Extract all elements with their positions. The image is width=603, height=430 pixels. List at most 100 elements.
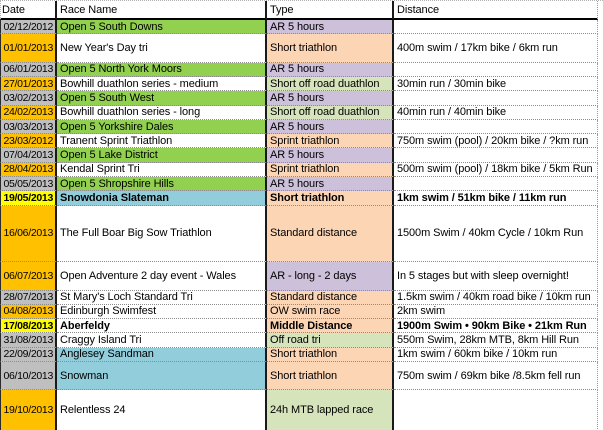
type-cell[interactable]: Short triathlon: [267, 362, 394, 391]
type-cell[interactable]: Sprint triathlon: [267, 162, 394, 178]
date-cell[interactable]: 17/08/2013: [0, 319, 57, 334]
race-name-cell[interactable]: Open 5 Yorkshire Dales: [57, 119, 267, 135]
column-header-date[interactable]: Date: [0, 1, 57, 20]
date-cell[interactable]: 24/02/2013: [0, 105, 57, 120]
race-name-cell[interactable]: Open 5 Shropshire Hills: [57, 177, 267, 192]
table-row: 06/07/2013 Open Adventure 2 day event - W…: [0, 262, 598, 291]
table-row: 19/05/2013 Snowdonia Slateman Short triath…: [0, 191, 598, 206]
distance-cell[interactable]: 500m swim (pool) / 18km bike / 5km Run: [394, 162, 598, 178]
type-cell[interactable]: Middle Distance: [267, 319, 394, 334]
distance-cell[interactable]: [394, 62, 598, 77]
distance-cell[interactable]: 550m Swim, 28km MTB, 8km Hill Run: [394, 333, 598, 348]
table-row: 17/08/2013 Aberfeldy Middle Distance 1900m …: [0, 319, 598, 334]
race-name-cell[interactable]: Open 5 South Downs: [57, 20, 267, 35]
race-name-cell[interactable]: St Mary's Loch Standard Tri: [57, 290, 267, 305]
type-cell[interactable]: Short triathlon: [267, 347, 394, 363]
column-header-type[interactable]: Type: [267, 1, 394, 20]
type-cell[interactable]: AR 5 hours: [267, 177, 394, 192]
race-name-cell[interactable]: Edinburgh Swimfest: [57, 304, 267, 320]
type-cell[interactable]: AR 5 hours: [267, 91, 394, 106]
date-cell[interactable]: 03/03/2013: [0, 119, 57, 135]
type-cell[interactable]: AR 5 hours: [267, 148, 394, 163]
type-cell[interactable]: Short triathlon: [267, 191, 394, 206]
distance-cell[interactable]: 1500m Swim / 40km Cycle / 10km Run: [394, 205, 598, 263]
date-cell[interactable]: 06/10/2013: [0, 362, 57, 391]
race-name-cell[interactable]: Bowhill duathlon series - long: [57, 105, 267, 120]
type-cell[interactable]: AR 5 hours: [267, 62, 394, 77]
table-body: 02/12/2012 Open 5 South Downs AR 5 hours 01…: [0, 20, 603, 430]
type-cell[interactable]: Standard distance: [267, 205, 394, 263]
distance-cell[interactable]: 750m swim / 69km bike /8.5km fell run: [394, 362, 598, 391]
type-cell[interactable]: AR - long - 2 days: [267, 262, 394, 291]
date-cell[interactable]: 19/10/2013: [0, 390, 57, 430]
date-cell[interactable]: 22/09/2013: [0, 347, 57, 363]
table-row: 02/12/2012 Open 5 South Downs AR 5 hours: [0, 20, 598, 35]
date-cell[interactable]: 28/07/2013: [0, 290, 57, 305]
race-name-cell[interactable]: Kendal Sprint Tri: [57, 162, 267, 178]
race-name-cell[interactable]: Bowhill duathlon series - medium: [57, 76, 267, 92]
date-cell[interactable]: 27/01/2013: [0, 76, 57, 92]
table-row: 19/10/2013 Relentless 24 24h MTB lapped ra…: [0, 390, 598, 430]
race-name-cell[interactable]: Open 5 North York Moors: [57, 62, 267, 77]
table-row: 28/07/2013 St Mary's Loch Standard Tri Sta…: [0, 290, 598, 305]
distance-cell[interactable]: 1km swim / 60km bike / 10km run: [394, 347, 598, 363]
distance-cell[interactable]: 2km swim: [394, 304, 598, 320]
table-row: 01/01/2013 New Year's Day tri Short triath…: [0, 34, 598, 63]
distance-cell[interactable]: 40min run / 40min bike: [394, 105, 598, 120]
race-name-cell[interactable]: Open 5 South West: [57, 91, 267, 106]
distance-cell[interactable]: [394, 91, 598, 106]
race-name-cell[interactable]: Open Adventure 2 day event - Wales: [57, 262, 267, 291]
race-name-cell[interactable]: Tranent Sprint Triathlon: [57, 134, 267, 149]
date-cell[interactable]: 01/01/2013: [0, 34, 57, 63]
race-name-cell[interactable]: Anglesey Sandman: [57, 347, 267, 363]
type-cell[interactable]: 24h MTB lapped race: [267, 390, 394, 430]
race-name-cell[interactable]: New Year's Day tri: [57, 34, 267, 63]
date-cell[interactable]: 07/04/2013: [0, 148, 57, 163]
date-cell[interactable]: 19/05/2013: [0, 191, 57, 206]
distance-cell[interactable]: [394, 148, 598, 163]
type-cell[interactable]: Standard distance: [267, 290, 394, 305]
date-cell[interactable]: 06/07/2013: [0, 262, 57, 291]
distance-cell[interactable]: 750m swim (pool) / 20km bike / ?km run: [394, 134, 598, 149]
date-cell[interactable]: 04/08/2013: [0, 304, 57, 320]
type-cell[interactable]: Off road tri: [267, 333, 394, 348]
date-cell[interactable]: 06/01/2013: [0, 62, 57, 77]
date-cell[interactable]: 23/03/2012: [0, 134, 57, 149]
type-cell[interactable]: Short off road duathlon: [267, 105, 394, 120]
table-row: 03/03/2013 Open 5 Yorkshire Dales AR 5 hou…: [0, 119, 598, 135]
type-cell[interactable]: Short off road duathlon: [267, 76, 394, 92]
type-cell[interactable]: AR 5 hours: [267, 20, 394, 35]
race-name-cell[interactable]: Snowdonia Slateman: [57, 191, 267, 206]
race-name-cell[interactable]: Open 5 Lake District: [57, 148, 267, 163]
type-cell[interactable]: OW swim race: [267, 304, 394, 320]
column-header-distance[interactable]: Distance: [394, 1, 598, 20]
distance-cell[interactable]: [394, 177, 598, 192]
date-cell[interactable]: 16/06/2013: [0, 205, 57, 263]
distance-cell[interactable]: 1.5km swim / 40km road bike / 10km run: [394, 290, 598, 305]
race-name-cell[interactable]: Relentless 24: [57, 390, 267, 430]
distance-cell[interactable]: [394, 20, 598, 35]
race-name-cell[interactable]: Snowman: [57, 362, 267, 391]
type-cell[interactable]: Sprint triathlon: [267, 134, 394, 149]
distance-cell[interactable]: 1900m Swim • 90km Bike • 21km Run: [394, 319, 598, 334]
race-name-cell[interactable]: The Full Boar Big Sow Triathlon: [57, 205, 267, 263]
distance-cell[interactable]: [394, 390, 598, 430]
distance-cell[interactable]: 400m swim / 17km bike / 6km run: [394, 34, 598, 63]
distance-cell[interactable]: In 5 stages but with sleep overnight!: [394, 262, 598, 291]
distance-cell[interactable]: 1km swim / 51km bike / 11km run: [394, 191, 598, 206]
distance-cell[interactable]: [394, 119, 598, 135]
date-cell[interactable]: 05/05/2013: [0, 177, 57, 192]
date-cell[interactable]: 02/12/2012: [0, 20, 57, 35]
type-cell[interactable]: AR 5 hours: [267, 119, 394, 135]
table-row: 22/09/2013 Anglesey Sandman Short triathlo…: [0, 347, 598, 363]
column-header-race-name[interactable]: Race Name: [57, 1, 267, 20]
date-cell[interactable]: 28/04/2013: [0, 162, 57, 178]
race-name-cell[interactable]: Craggy Island Tri: [57, 333, 267, 348]
table-row: 31/08/2013 Craggy Island Tri Off road tri 5…: [0, 333, 598, 348]
date-cell[interactable]: 03/02/2013: [0, 91, 57, 106]
race-name-cell[interactable]: Aberfeldy: [57, 319, 267, 334]
date-cell[interactable]: 31/08/2013: [0, 333, 57, 348]
type-cell[interactable]: Short triathlon: [267, 34, 394, 63]
distance-cell[interactable]: 30min run / 30min bike: [394, 76, 598, 92]
